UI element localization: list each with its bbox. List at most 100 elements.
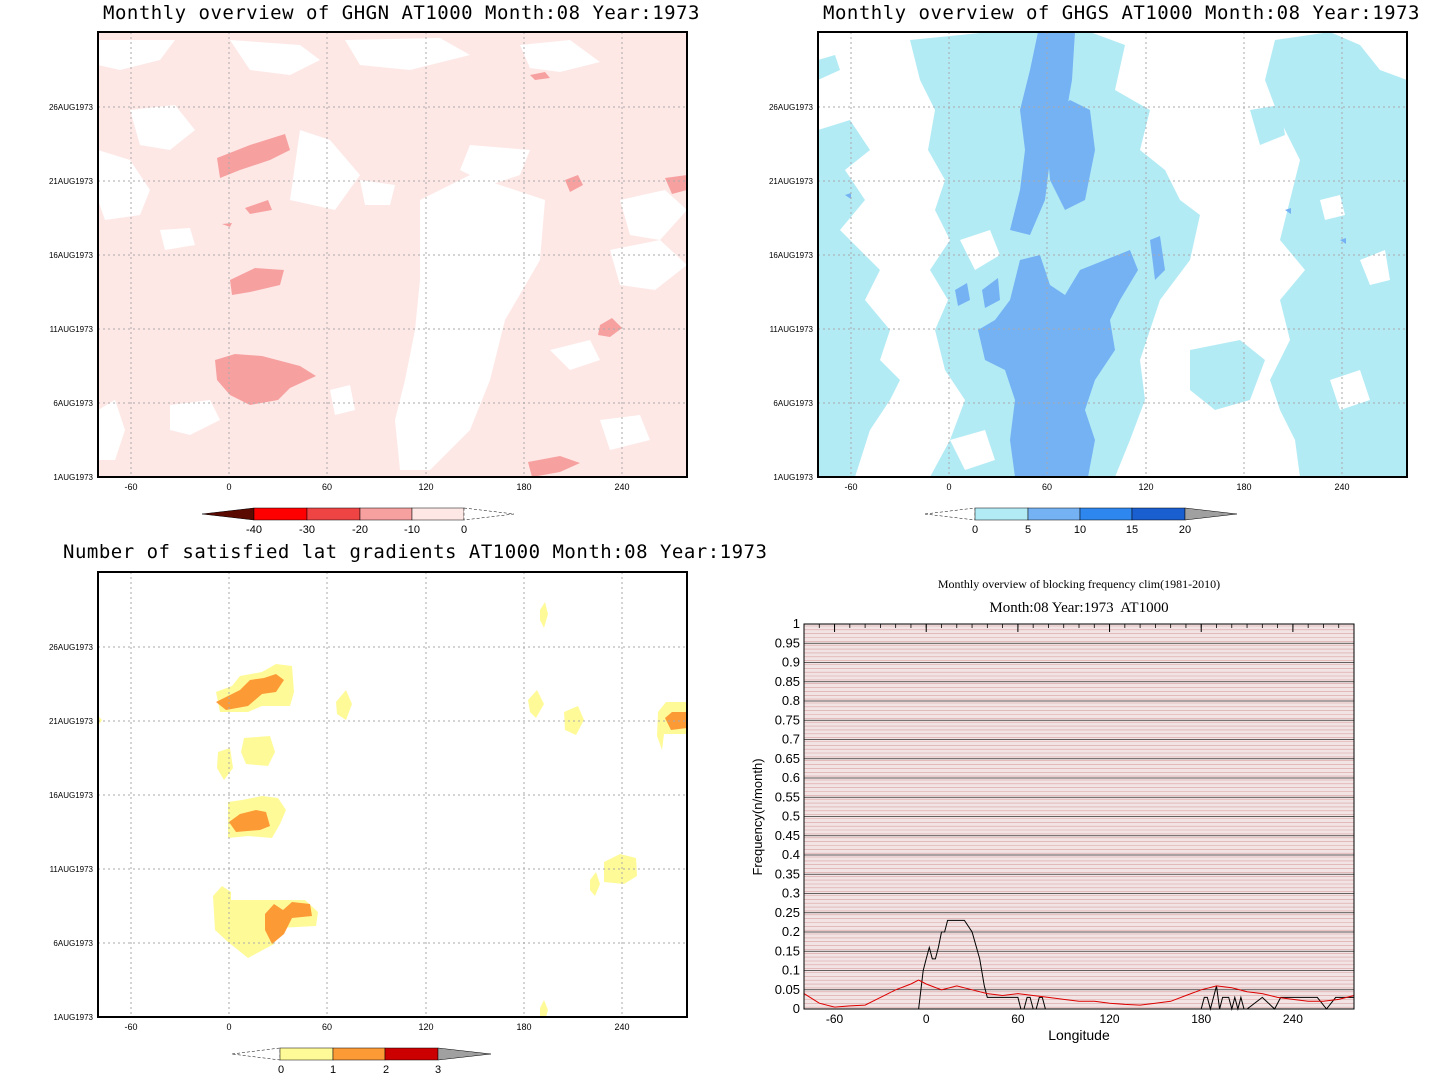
count-title: Number of satisfied lat gradients AT1000… [63, 541, 768, 563]
y-tick-label: 26AUG1973 [49, 643, 94, 652]
freq-axis-ticks: 0 0.05 0.1 0.15 0.2 0.25 0.3 0.35 0.4 0.45 0.5 0.55… [775, 616, 1355, 1026]
ghgn-x-ticks: -60 0 60 120 180 240 [124, 482, 629, 492]
y-tick-label: 0.1 [782, 963, 800, 978]
count-colorbar: 0 1 2 3 [231, 1047, 492, 1076]
colorbar-label: -10 [404, 524, 420, 536]
ghgs-panel: -60 0 60 120 180 240 1AUG1973 6AUG1973 1… [769, 31, 1408, 536]
x-tick-label: 0 [946, 482, 951, 492]
y-tick-label: 1AUG1973 [773, 473, 813, 482]
freq-plot-background [804, 623, 1354, 1010]
y-tick-label: 0.95 [775, 635, 800, 650]
y-tick-label: 0.05 [775, 982, 800, 997]
y-tick-label: 6AUG1973 [53, 939, 93, 948]
y-tick-label: 1AUG1973 [53, 1013, 93, 1022]
x-tick-label: 180 [1236, 482, 1251, 492]
x-tick-label: 120 [418, 1022, 433, 1032]
y-tick-label: 16AUG1973 [49, 791, 94, 800]
ghgn-panel: -60 0 60 120 180 240 1AUG1973 6AUG1973 1… [49, 31, 688, 536]
colorbar-label: 1 [330, 1064, 336, 1076]
colorbar-label: 5 [1025, 524, 1031, 536]
y-tick-label: 0.6 [782, 770, 800, 785]
x-tick-label: 0 [226, 1022, 231, 1032]
y-tick-label: 0.5 [782, 809, 800, 824]
freq-ylabel: Frequency(n/month) [750, 758, 765, 875]
x-tick-label: -60 [826, 1012, 844, 1026]
colorbar-label: 20 [1179, 524, 1191, 536]
colorbar-label: 10 [1074, 524, 1086, 536]
ghgn-grid [98, 32, 687, 477]
count-grid [98, 572, 687, 1017]
y-tick-label: 26AUG1973 [769, 103, 814, 112]
count-y-ticks: 1AUG1973 6AUG1973 11AUG1973 16AUG1973 21… [49, 643, 94, 1022]
freq-panel: Monthly overview of blocking frequency c… [750, 577, 1355, 1043]
y-tick-label: 0.4 [782, 847, 800, 862]
ghgn-colorbar: -40 -30 -20 -10 0 [201, 507, 515, 536]
y-tick-label: 6AUG1973 [53, 399, 93, 408]
x-tick-label: 180 [1191, 1012, 1211, 1026]
ghgs-grid [818, 32, 1407, 477]
x-tick-label: 240 [1334, 482, 1349, 492]
y-tick-label: 0 [793, 1001, 800, 1016]
y-tick-label: 0.9 [782, 655, 800, 670]
y-tick-label: 0.3 [782, 886, 800, 901]
colorbar-label: 2 [383, 1064, 389, 1076]
y-tick-label: 6AUG1973 [773, 399, 813, 408]
ghgs-y-ticks: 1AUG1973 6AUG1973 11AUG1973 16AUG1973 21… [769, 103, 814, 482]
x-tick-label: -60 [124, 482, 137, 492]
y-tick-label: 11AUG1973 [770, 325, 814, 334]
y-tick-label: 0.65 [775, 751, 800, 766]
y-tick-label: 0.2 [782, 924, 800, 939]
x-tick-label: 240 [1283, 1012, 1303, 1026]
x-tick-label: -60 [844, 482, 857, 492]
climatology-line [803, 979, 1355, 1008]
ghgs-colorbar: 0 5 10 15 20 [924, 507, 1238, 536]
y-tick-label: 21AUG1973 [49, 717, 94, 726]
y-tick-label: 0.85 [775, 674, 800, 689]
x-tick-label: 0 [923, 1012, 930, 1026]
y-tick-label: 11AUG1973 [50, 865, 94, 874]
y-tick-label: 0.15 [775, 943, 800, 958]
y-tick-label: 26AUG1973 [49, 103, 94, 112]
y-tick-label: 0.75 [775, 712, 800, 727]
x-tick-label: 60 [1042, 482, 1052, 492]
x-tick-label: 240 [614, 482, 629, 492]
x-tick-label: 60 [322, 1022, 332, 1032]
y-tick-label: 11AUG1973 [50, 325, 94, 334]
y-tick-label: 0.45 [775, 828, 800, 843]
ghgs-x-ticks: -60 0 60 120 180 240 [844, 482, 1349, 492]
colorbar-label: 15 [1126, 524, 1138, 536]
colorbar-label: -30 [299, 524, 315, 536]
x-tick-label: 120 [1138, 482, 1153, 492]
x-tick-label: 60 [1011, 1012, 1025, 1026]
x-tick-label: 180 [516, 482, 531, 492]
x-tick-label: 240 [614, 1022, 629, 1032]
y-tick-label: 0.8 [782, 693, 800, 708]
x-tick-label: 180 [516, 1022, 531, 1032]
x-tick-label: 120 [418, 482, 433, 492]
y-tick-label: 16AUG1973 [769, 251, 814, 260]
colorbar-label: 3 [435, 1064, 441, 1076]
freq-subtitle: Month:08 Year:1973 AT1000 [989, 600, 1168, 616]
ghgn-title: Monthly overview of GHGN AT1000 Month:08… [103, 2, 700, 24]
x-tick-label: 120 [1100, 1012, 1120, 1026]
x-tick-label: 0 [226, 482, 231, 492]
colorbar-label: -20 [352, 524, 368, 536]
count-x-ticks: -60 0 60 120 180 240 [124, 1022, 629, 1032]
x-tick-label: 60 [322, 482, 332, 492]
colorbar-label: 0 [461, 524, 467, 536]
y-tick-label: 1AUG1973 [53, 473, 93, 482]
y-tick-label: 21AUG1973 [769, 177, 814, 186]
y-tick-label: 0.7 [782, 732, 800, 747]
colorbar-label: -40 [246, 524, 262, 536]
y-tick-label: 0.55 [775, 789, 800, 804]
y-tick-label: 1 [793, 616, 800, 631]
y-tick-label: 16AUG1973 [49, 251, 94, 260]
freq-title: Monthly overview of blocking frequency c… [938, 577, 1220, 591]
ghgn-y-ticks: 1AUG1973 6AUG1973 11AUG1973 16AUG1973 21… [49, 103, 94, 482]
y-tick-label: 21AUG1973 [49, 177, 94, 186]
freq-xlabel: Longitude [1048, 1027, 1110, 1043]
x-tick-label: -60 [124, 1022, 137, 1032]
count-panel: -60 0 60 120 180 240 1AUG1973 6AUG1973 1… [49, 571, 688, 1076]
colorbar-label: 0 [278, 1064, 284, 1076]
y-tick-label: 0.25 [775, 905, 800, 920]
